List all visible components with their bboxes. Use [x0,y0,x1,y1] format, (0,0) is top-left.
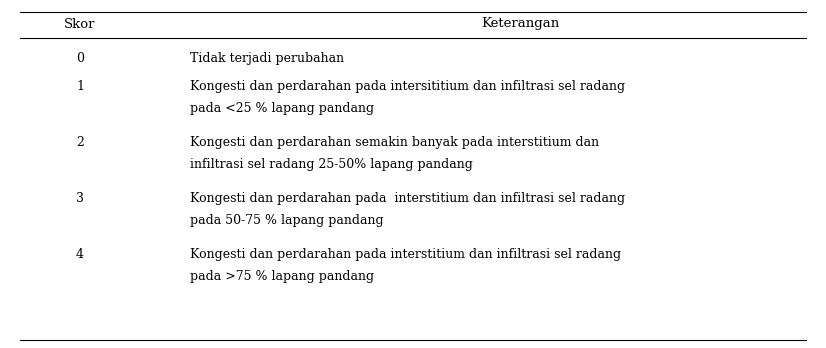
Text: Tidak terjadi perubahan: Tidak terjadi perubahan [190,52,344,65]
Text: 2: 2 [76,136,84,149]
Text: Kongesti dan perdarahan pada intersititium dan infiltrasi sel radang: Kongesti dan perdarahan pada intersititi… [190,80,625,93]
Text: pada >75 % lapang pandang: pada >75 % lapang pandang [190,270,374,283]
Text: 0: 0 [76,52,84,65]
Text: 3: 3 [76,192,84,205]
Text: pada 50-75 % lapang pandang: pada 50-75 % lapang pandang [190,214,383,227]
Text: Keterangan: Keterangan [481,17,559,31]
Text: Kongesti dan perdarahan pada interstitium dan infiltrasi sel radang: Kongesti dan perdarahan pada interstitiu… [190,248,621,261]
Text: 4: 4 [76,248,84,261]
Text: 1: 1 [76,80,84,93]
Text: infiltrasi sel radang 25-50% lapang pandang: infiltrasi sel radang 25-50% lapang pand… [190,158,472,171]
Text: pada <25 % lapang pandang: pada <25 % lapang pandang [190,102,374,115]
Text: Skor: Skor [64,17,96,31]
Text: Kongesti dan perdarahan semakin banyak pada interstitium dan: Kongesti dan perdarahan semakin banyak p… [190,136,599,149]
Text: Kongesti dan perdarahan pada  interstitium dan infiltrasi sel radang: Kongesti dan perdarahan pada interstitiu… [190,192,625,205]
